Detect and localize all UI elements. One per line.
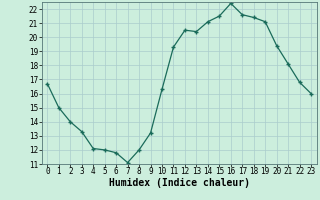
X-axis label: Humidex (Indice chaleur): Humidex (Indice chaleur) xyxy=(109,178,250,188)
